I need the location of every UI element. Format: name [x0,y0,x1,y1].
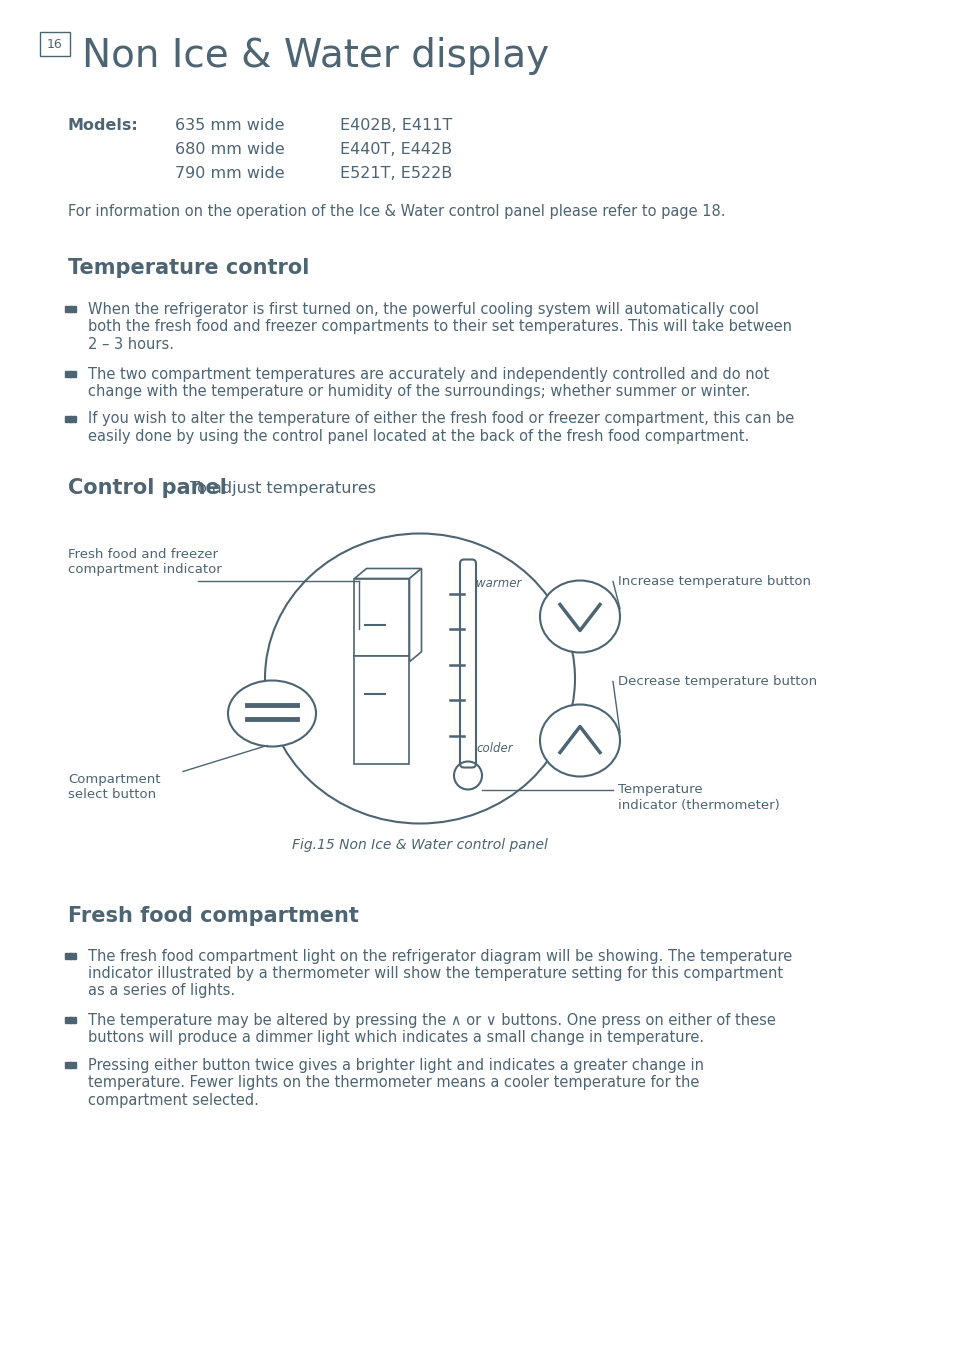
Text: Temperature
indicator (thermometer): Temperature indicator (thermometer) [618,784,779,811]
Text: 635 mm wide: 635 mm wide [174,118,284,133]
FancyBboxPatch shape [355,578,409,657]
Text: E440T, E442B: E440T, E442B [339,142,452,157]
Text: Decrease temperature button: Decrease temperature button [618,676,817,688]
Text: 16: 16 [47,38,63,50]
Text: 790 mm wide: 790 mm wide [174,167,284,181]
Text: Temperature control: Temperature control [68,259,309,278]
Text: Compartment
select button: Compartment select button [68,773,160,802]
Text: To adjust temperatures: To adjust temperatures [190,481,375,496]
Text: E402B, E411T: E402B, E411T [339,118,452,133]
Text: E521T, E522B: E521T, E522B [339,167,452,181]
Text: Models:: Models: [68,118,138,133]
Text: The two compartment temperatures are accurately and independently controlled and: The two compartment temperatures are acc… [88,367,768,399]
Ellipse shape [539,704,619,776]
Text: 680 mm wide: 680 mm wide [174,142,284,157]
Ellipse shape [228,681,315,746]
FancyBboxPatch shape [355,657,409,764]
Text: Control panel: Control panel [68,478,227,498]
Text: Pressing either button twice gives a brighter light and indicates a greater chan: Pressing either button twice gives a bri… [88,1057,703,1108]
Text: warmer: warmer [476,577,521,590]
Text: Non Ice & Water display: Non Ice & Water display [82,37,549,74]
Text: Fig.15 Non Ice & Water control panel: Fig.15 Non Ice & Water control panel [292,838,547,853]
Text: If you wish to alter the temperature of either the fresh food or freezer compart: If you wish to alter the temperature of … [88,412,794,444]
Ellipse shape [539,581,619,653]
Text: When the refrigerator is first turned on, the powerful cooling system will autom: When the refrigerator is first turned on… [88,302,791,352]
Text: The temperature may be altered by pressing the ∧ or ∨ buttons. One press on eith: The temperature may be altered by pressi… [88,1013,775,1045]
Text: Fresh food compartment: Fresh food compartment [68,906,358,926]
Text: The fresh food compartment light on the refrigerator diagram will be showing. Th: The fresh food compartment light on the … [88,949,791,998]
Text: colder: colder [476,742,512,756]
Polygon shape [409,569,421,662]
Text: Fresh food and freezer
compartment indicator: Fresh food and freezer compartment indic… [68,548,221,577]
Text: Increase temperature button: Increase temperature button [618,575,810,588]
Text: For information on the operation of the Ice & Water control panel please refer t: For information on the operation of the … [68,204,724,219]
Polygon shape [355,569,421,578]
FancyBboxPatch shape [459,559,476,768]
FancyBboxPatch shape [40,32,70,56]
